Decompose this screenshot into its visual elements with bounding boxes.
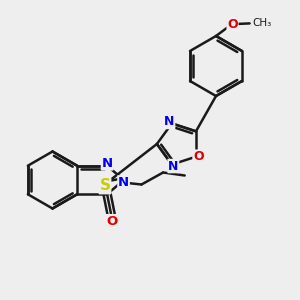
- Text: O: O: [106, 215, 117, 228]
- Text: N: N: [164, 116, 175, 128]
- Text: N: N: [168, 160, 178, 172]
- Text: O: O: [193, 150, 204, 163]
- Text: O: O: [227, 17, 238, 31]
- Text: N: N: [101, 157, 113, 170]
- Text: S: S: [100, 178, 110, 194]
- Text: CH₃: CH₃: [253, 18, 272, 28]
- Text: N: N: [118, 176, 129, 189]
